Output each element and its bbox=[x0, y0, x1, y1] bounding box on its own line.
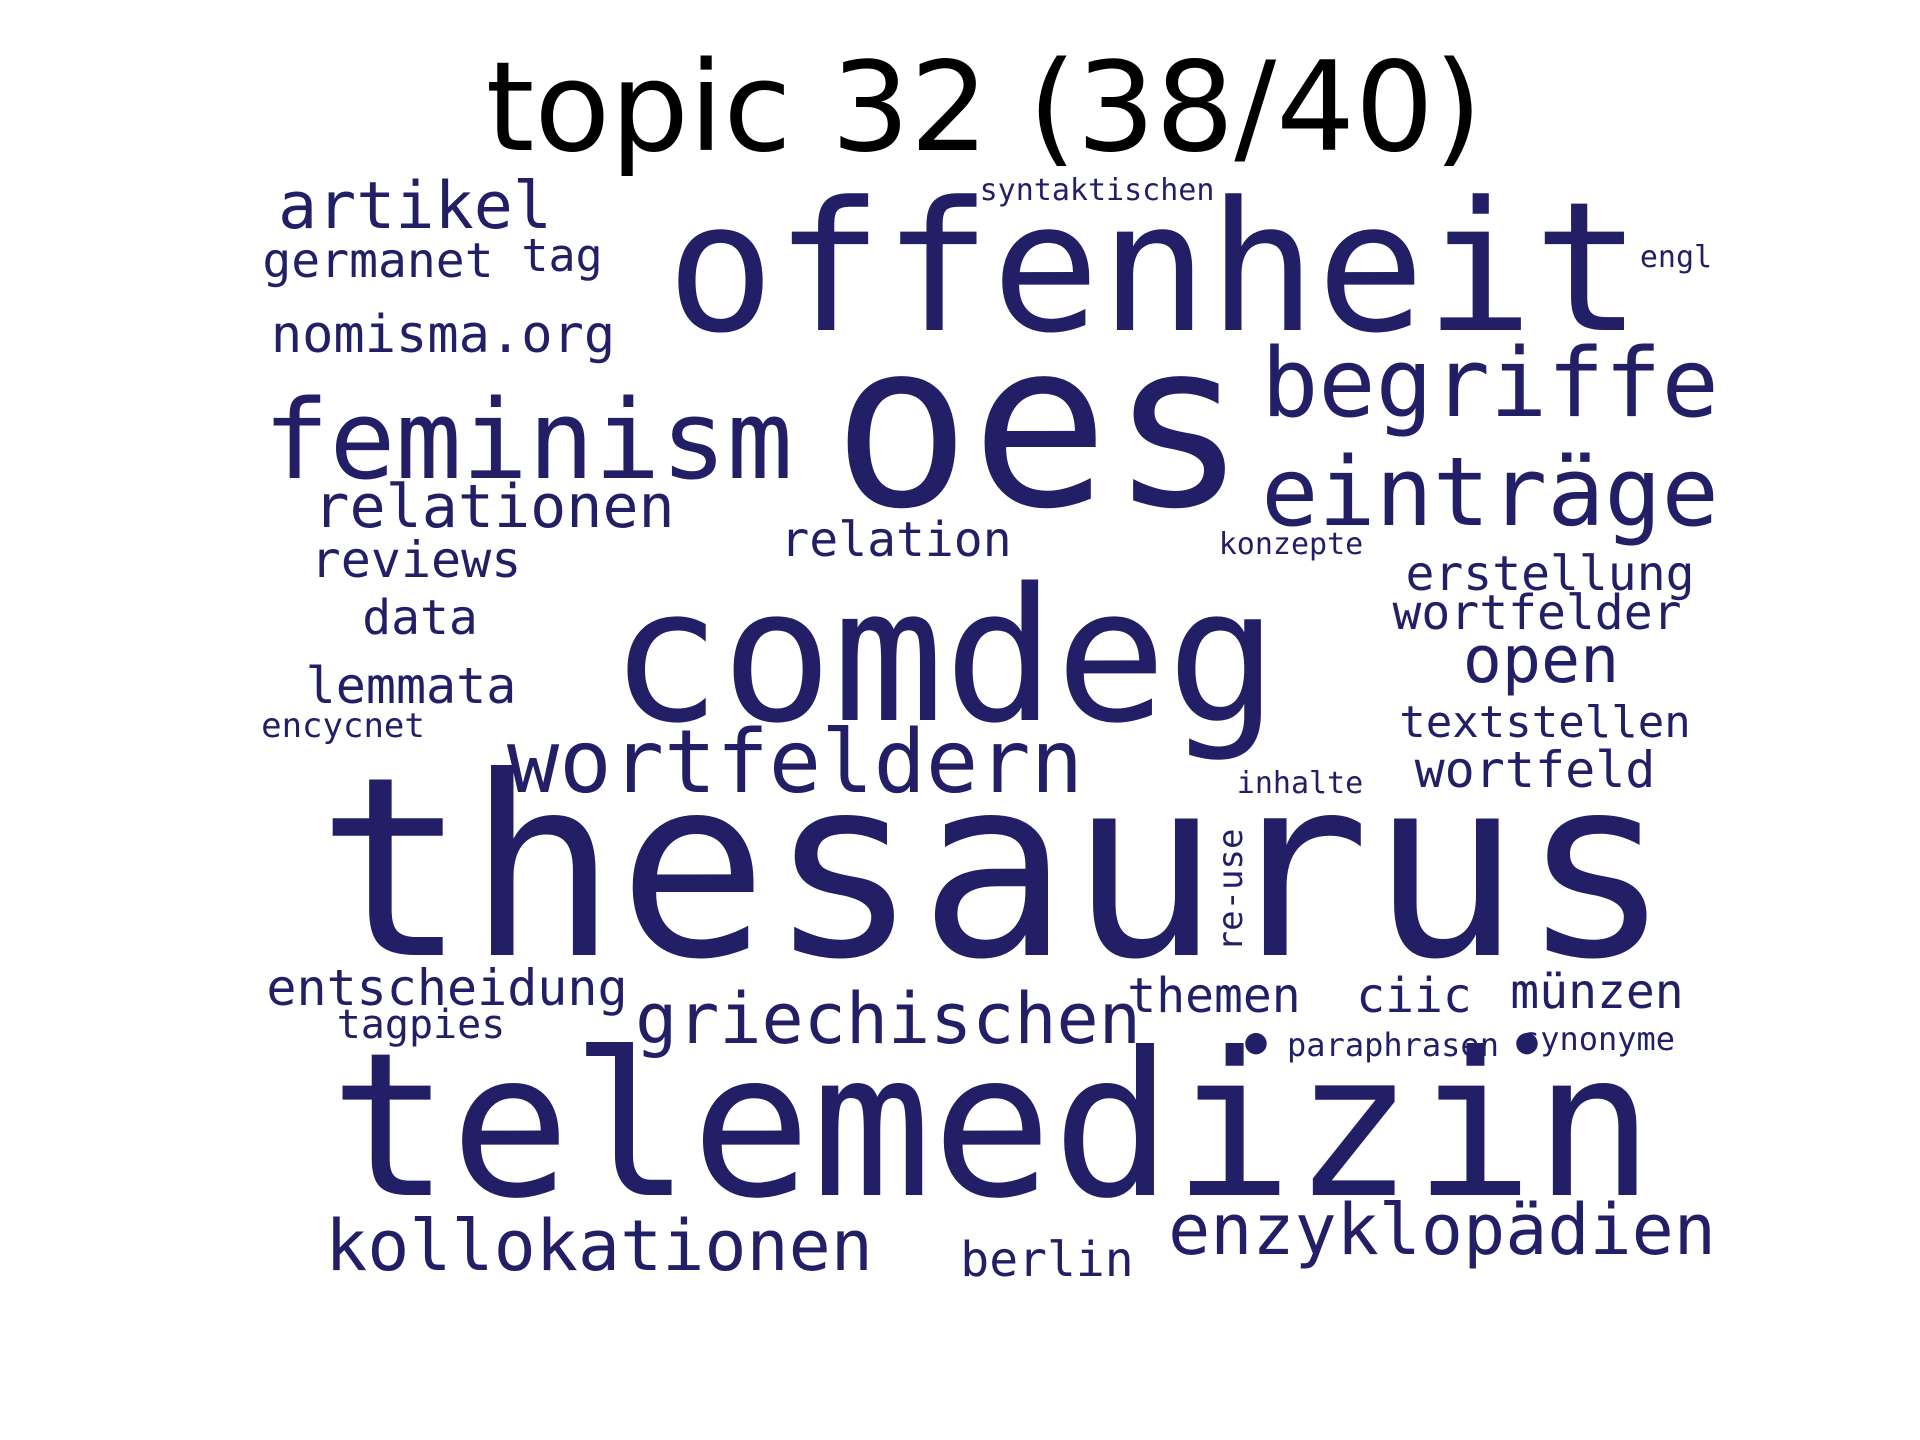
word-encycnet: encycnet bbox=[261, 706, 425, 746]
word-konzepte: konzepte bbox=[1219, 527, 1364, 562]
word-paraphrasen: paraphrasen bbox=[1287, 1026, 1499, 1064]
word-wortfelder: wortfelder bbox=[1393, 585, 1682, 641]
word-erstellung: erstellung bbox=[1406, 546, 1695, 602]
word-syntaktischen: syntaktischen bbox=[980, 173, 1215, 208]
word-begriffe: begriffe bbox=[1261, 329, 1719, 439]
word-tag: tag bbox=[521, 229, 602, 282]
word-münzen: münzen bbox=[1510, 964, 1683, 1020]
word-relationen: relationen bbox=[313, 472, 674, 542]
word-einträge: einträge bbox=[1261, 438, 1719, 548]
word-telemedizin: telemedizin bbox=[330, 1010, 1655, 1243]
word-data: data bbox=[362, 590, 478, 646]
word-entscheidung: entscheidung bbox=[266, 959, 627, 1017]
word-open: open bbox=[1463, 623, 1620, 698]
word-kollokationen: kollokationen bbox=[325, 1205, 873, 1287]
word-dot-40: ● bbox=[1245, 1021, 1267, 1062]
word-feminism: feminism bbox=[263, 376, 793, 504]
word-ciic: ciic bbox=[1356, 968, 1472, 1024]
word-lemmata: lemmata bbox=[306, 657, 517, 715]
word-artikel: artikel bbox=[278, 169, 552, 244]
word-synonyme: synonyme bbox=[1521, 1020, 1675, 1058]
word-oes: oes bbox=[832, 293, 1247, 560]
word-re-use: re-use bbox=[1211, 829, 1251, 952]
word-nomisma-org: nomisma.org bbox=[271, 305, 615, 365]
word-dot-41: ● bbox=[1516, 1021, 1538, 1062]
word-reviews: reviews bbox=[311, 531, 522, 589]
word-tagpies: tagpies bbox=[337, 1002, 506, 1048]
word-thesaurus: thesaurus bbox=[317, 723, 1672, 1014]
word-relation: relation bbox=[780, 512, 1011, 568]
word-griechischen: griechischen bbox=[635, 978, 1141, 1060]
word-offenheit: offenheit bbox=[666, 164, 1641, 373]
word-themen: themen bbox=[1127, 968, 1300, 1024]
word-germanet: germanet bbox=[262, 233, 493, 289]
word-berlin: berlin bbox=[960, 1232, 1133, 1288]
word-inhalte: inhalte bbox=[1237, 766, 1363, 801]
word-wortfeldern: wortfeldern bbox=[507, 711, 1083, 813]
word-wortfeld: wortfeld bbox=[1415, 741, 1656, 799]
chart-title: topic 32 (38/40) bbox=[486, 36, 1483, 180]
word-textstellen: textstellen bbox=[1399, 697, 1690, 748]
word-engl: engl bbox=[1640, 240, 1712, 275]
word-enzyklopädien: enzyklopädien bbox=[1168, 1189, 1716, 1271]
word-comdeg: comdeg bbox=[610, 548, 1278, 764]
